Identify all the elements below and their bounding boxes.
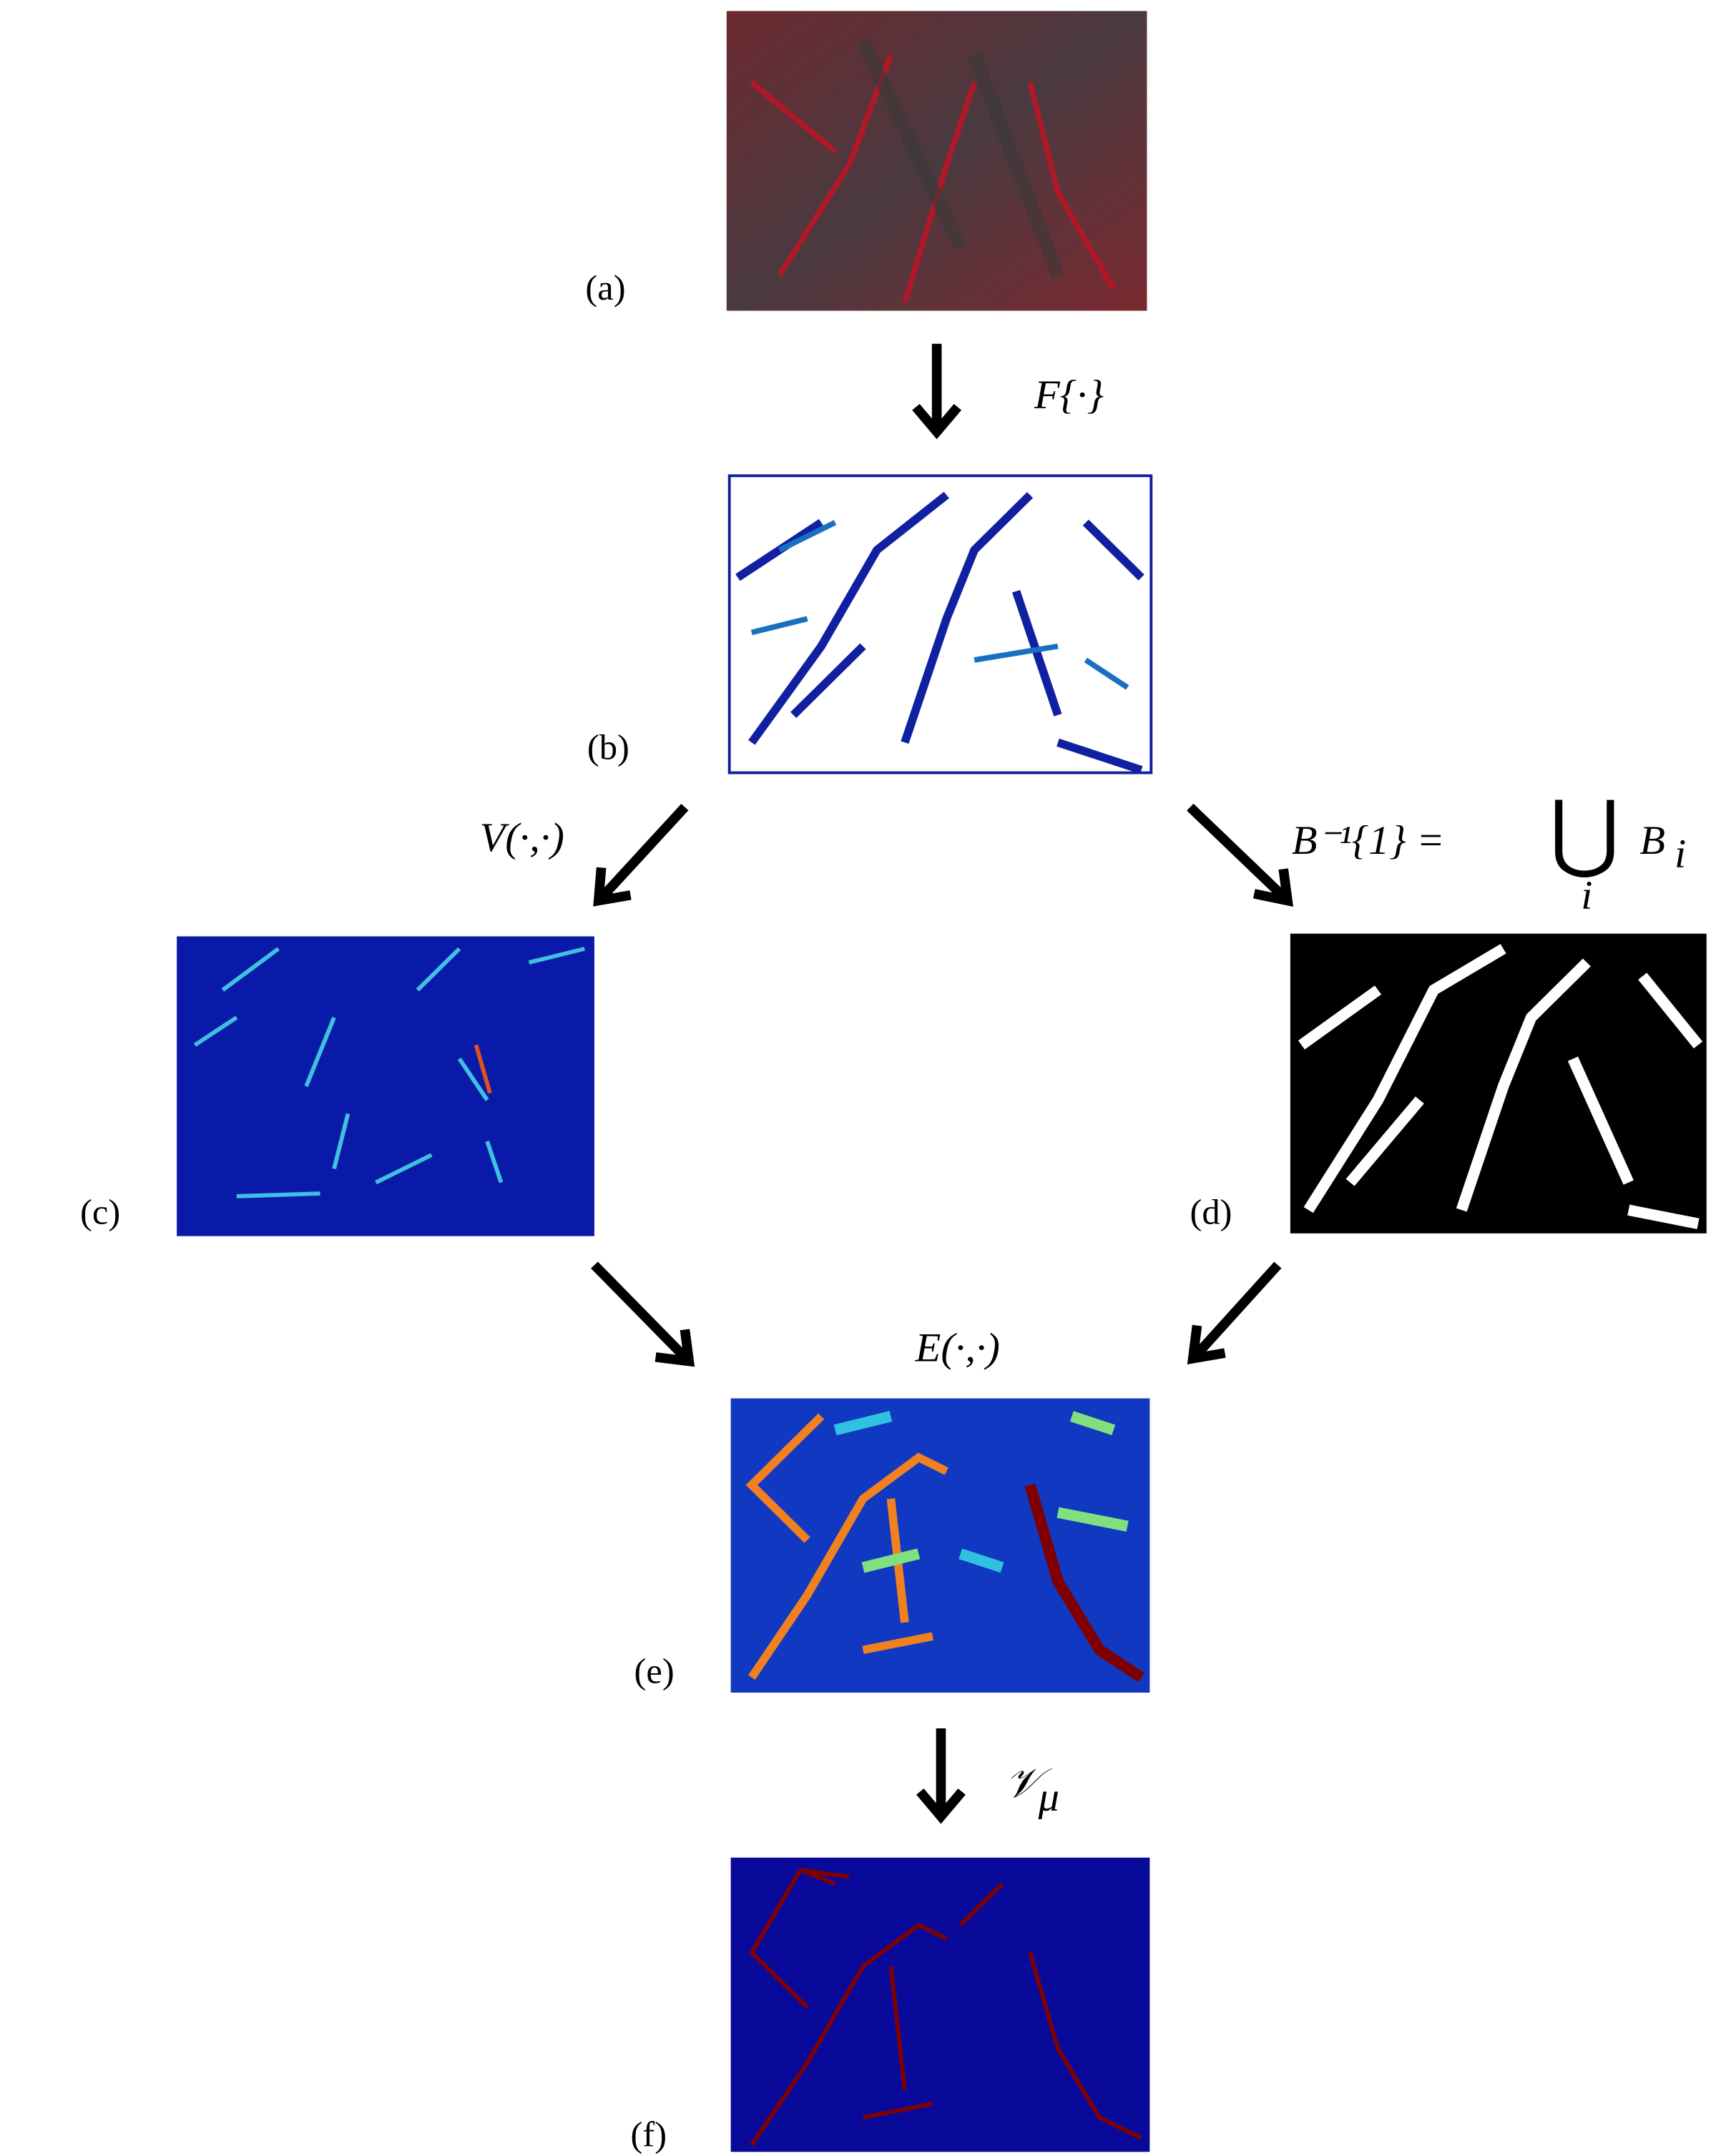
panel-d-image [1290,934,1707,1234]
panel-label: (a) [585,267,625,307]
subscript: i [1674,830,1686,877]
panel-label: (c) [80,1192,120,1232]
panel-f-image [731,1858,1150,2152]
union-index: i [1581,872,1592,918]
operator-label: E(·,·) [915,1324,1000,1371]
union-symbol: ⋃ [1549,785,1620,880]
operator-label: V(·,·) [480,814,564,860]
panel-label: (f) [631,2115,667,2155]
panel-a-image [727,11,1147,310]
operator-label: B [1639,817,1665,863]
panel-label: (b) [587,727,629,767]
panel-label: (e) [634,1651,675,1691]
operator-label: B⁻¹{1} = [1292,817,1445,863]
panel-c-image [177,936,594,1236]
operator-label: F{·} [1034,371,1104,418]
diagram: (a) (b) (c) (d) (e) (f) F{·} V(·,·) B⁻¹{… [0,0,1726,2156]
panel-label: (d) [1190,1192,1232,1232]
panel-b-image [730,476,1152,772]
subscript: μ [1038,1773,1059,1820]
panel-e-image [731,1399,1150,1693]
